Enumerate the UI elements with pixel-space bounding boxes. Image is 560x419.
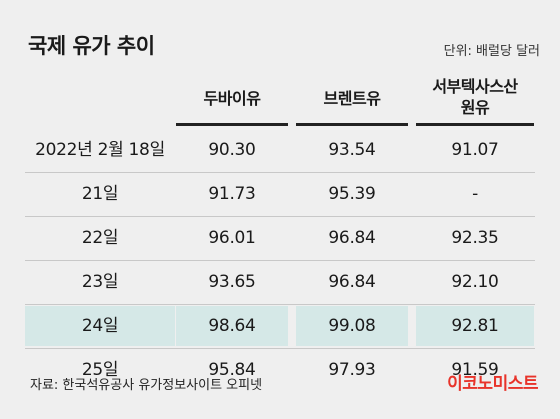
header-wti-line2: 원유 xyxy=(460,98,490,117)
cell-wti: - xyxy=(472,184,478,204)
highlight-cell xyxy=(416,306,534,346)
cell-brent: 96.84 xyxy=(328,272,376,292)
cell-dubai: 91.73 xyxy=(208,184,256,204)
row-divider xyxy=(25,304,535,305)
cell-brent: 95.39 xyxy=(328,184,376,204)
header-rule-wti xyxy=(416,123,534,126)
row-divider xyxy=(25,348,535,349)
highlight-cell xyxy=(176,306,288,346)
row-divider xyxy=(25,172,535,173)
header-wti: 서부텍사스산 원유 xyxy=(416,76,534,118)
highlight-cell xyxy=(25,306,175,346)
header-dubai: 두바이유 xyxy=(203,89,261,108)
cell-date: 25일 xyxy=(81,360,119,380)
cell-dubai: 93.65 xyxy=(208,272,256,292)
header-wti-line1: 서부텍사스산 xyxy=(432,77,518,96)
cell-dubai: 96.01 xyxy=(208,228,256,248)
cell-brent: 93.54 xyxy=(328,140,376,160)
cell-dubai: 90.30 xyxy=(208,140,256,160)
cell-date: 24일 xyxy=(81,316,119,336)
cell-wti: 91.07 xyxy=(451,140,499,160)
cell-brent: 99.08 xyxy=(328,316,376,336)
cell-date: 21일 xyxy=(81,184,119,204)
cell-dubai: 95.84 xyxy=(208,360,256,380)
cell-brent: 96.84 xyxy=(328,228,376,248)
cell-wti: 91.59 xyxy=(451,360,499,380)
cell-wti: 92.81 xyxy=(451,316,499,336)
row-divider xyxy=(25,216,535,217)
cell-date: 22일 xyxy=(81,228,119,248)
publisher-logo: 이코노미스트 xyxy=(447,374,538,394)
highlight-cell xyxy=(296,306,408,346)
cell-wti: 92.10 xyxy=(451,272,499,292)
header-brent: 브렌트유 xyxy=(323,89,381,108)
table-title: 국제 유가 추이 xyxy=(28,34,155,58)
cell-date: 23일 xyxy=(81,272,119,292)
source-note: 자료: 한국석유공사 유가정보사이트 오피넷 xyxy=(30,378,263,393)
cell-wti: 92.35 xyxy=(451,228,499,248)
cell-dubai: 98.64 xyxy=(208,316,256,336)
row-divider xyxy=(25,260,535,261)
unit-note: 단위: 배럴당 달러 xyxy=(443,44,540,59)
header-rule-brent xyxy=(296,123,408,126)
header-rule-dubai xyxy=(176,123,288,126)
cell-brent: 97.93 xyxy=(328,360,376,380)
cell-date: 2022년 2월 18일 xyxy=(35,140,165,160)
